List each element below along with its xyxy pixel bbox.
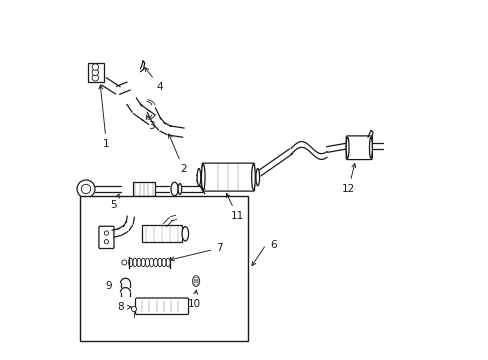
Bar: [88, 63, 104, 82]
Ellipse shape: [197, 168, 201, 186]
Circle shape: [104, 239, 108, 244]
Bar: [142, 225, 182, 242]
Text: 10: 10: [187, 290, 201, 309]
Ellipse shape: [171, 182, 178, 196]
Ellipse shape: [369, 137, 371, 158]
Circle shape: [92, 64, 99, 70]
Text: 8: 8: [117, 302, 131, 312]
Text: 9: 9: [105, 281, 111, 291]
Ellipse shape: [255, 168, 259, 186]
Bar: [133, 182, 155, 196]
Text: 5: 5: [110, 194, 119, 210]
FancyBboxPatch shape: [135, 298, 188, 315]
Ellipse shape: [346, 137, 348, 158]
Text: 7: 7: [170, 243, 222, 261]
FancyBboxPatch shape: [202, 163, 254, 191]
Circle shape: [77, 180, 95, 198]
Ellipse shape: [192, 276, 199, 287]
Circle shape: [92, 69, 99, 76]
Text: 12: 12: [341, 163, 355, 194]
Circle shape: [131, 307, 136, 312]
Circle shape: [92, 75, 99, 81]
Text: 1: 1: [99, 85, 109, 149]
Ellipse shape: [182, 226, 188, 241]
Circle shape: [81, 184, 90, 194]
Text: 4: 4: [144, 67, 163, 92]
Ellipse shape: [201, 164, 204, 190]
Ellipse shape: [251, 164, 255, 190]
Text: 6: 6: [269, 239, 276, 249]
FancyBboxPatch shape: [346, 136, 371, 159]
Bar: [80, 196, 247, 341]
Text: 11: 11: [226, 193, 244, 221]
Ellipse shape: [178, 184, 182, 194]
Text: 2: 2: [168, 134, 186, 174]
Circle shape: [104, 231, 108, 235]
Circle shape: [122, 260, 126, 265]
Text: 3: 3: [146, 115, 154, 131]
FancyBboxPatch shape: [99, 226, 114, 248]
